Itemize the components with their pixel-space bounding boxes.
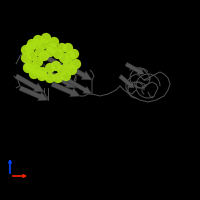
Point [48, 66, 52, 70]
Point [42, 54, 46, 58]
Point [34, 42, 38, 46]
Polygon shape [23, 62, 52, 80]
Polygon shape [19, 86, 48, 101]
Point [72, 52, 76, 56]
Point [28, 46, 32, 50]
Point [74, 62, 78, 66]
Point [50, 46, 54, 50]
Polygon shape [15, 74, 44, 92]
Point [26, 66, 30, 70]
Point [30, 42, 34, 46]
Polygon shape [119, 74, 134, 88]
Polygon shape [47, 70, 76, 88]
Point [40, 70, 44, 74]
Point [48, 50, 52, 54]
Polygon shape [43, 54, 72, 72]
Polygon shape [51, 82, 80, 97]
Point [28, 64, 32, 68]
Point [36, 60, 40, 64]
Point [68, 54, 72, 58]
Polygon shape [125, 62, 144, 74]
Polygon shape [63, 62, 92, 80]
Point [38, 50, 42, 54]
Point [60, 68, 64, 72]
Point [54, 64, 58, 68]
Point [40, 74, 44, 78]
Point [48, 76, 52, 80]
Point [24, 56, 28, 60]
Point [42, 42, 46, 46]
Point [44, 36, 48, 40]
Point [56, 52, 60, 56]
Point [32, 72, 36, 76]
Point [36, 38, 40, 42]
Point [34, 68, 38, 72]
Point [52, 40, 56, 44]
Point [66, 62, 70, 66]
Point [60, 46, 64, 50]
Point [56, 76, 60, 80]
Point [66, 46, 70, 50]
Point [24, 48, 28, 52]
Point [70, 68, 74, 72]
Polygon shape [67, 78, 92, 94]
Point [62, 56, 66, 60]
Point [64, 74, 68, 78]
Point [30, 54, 34, 58]
